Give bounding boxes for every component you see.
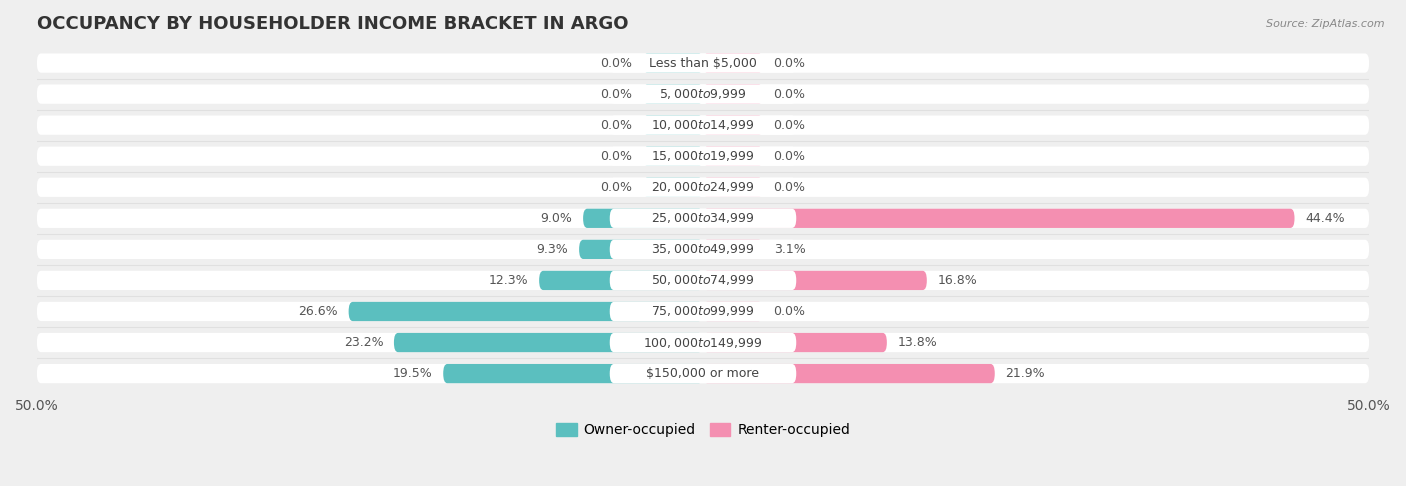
- FancyBboxPatch shape: [703, 208, 1295, 228]
- FancyBboxPatch shape: [37, 364, 1369, 383]
- Text: 0.0%: 0.0%: [773, 87, 806, 101]
- FancyBboxPatch shape: [610, 208, 796, 228]
- FancyBboxPatch shape: [349, 302, 703, 321]
- FancyBboxPatch shape: [610, 85, 796, 104]
- FancyBboxPatch shape: [538, 271, 703, 290]
- FancyBboxPatch shape: [443, 364, 703, 383]
- FancyBboxPatch shape: [579, 240, 703, 259]
- FancyBboxPatch shape: [610, 240, 796, 259]
- FancyBboxPatch shape: [610, 302, 796, 321]
- Text: 44.4%: 44.4%: [1305, 212, 1344, 225]
- Text: 3.1%: 3.1%: [773, 243, 806, 256]
- FancyBboxPatch shape: [703, 178, 763, 197]
- FancyBboxPatch shape: [643, 116, 703, 135]
- FancyBboxPatch shape: [583, 208, 703, 228]
- Text: $20,000 to $24,999: $20,000 to $24,999: [651, 180, 755, 194]
- FancyBboxPatch shape: [37, 240, 1369, 259]
- Text: 0.0%: 0.0%: [600, 150, 633, 163]
- Text: 9.0%: 9.0%: [540, 212, 572, 225]
- FancyBboxPatch shape: [703, 240, 763, 259]
- Legend: Owner-occupied, Renter-occupied: Owner-occupied, Renter-occupied: [550, 418, 856, 443]
- Text: $35,000 to $49,999: $35,000 to $49,999: [651, 243, 755, 257]
- FancyBboxPatch shape: [37, 53, 1369, 73]
- FancyBboxPatch shape: [703, 116, 763, 135]
- Text: 0.0%: 0.0%: [773, 305, 806, 318]
- Text: 0.0%: 0.0%: [600, 56, 633, 69]
- FancyBboxPatch shape: [37, 208, 1369, 228]
- FancyBboxPatch shape: [643, 147, 703, 166]
- FancyBboxPatch shape: [37, 147, 1369, 166]
- FancyBboxPatch shape: [610, 147, 796, 166]
- Text: 0.0%: 0.0%: [600, 181, 633, 194]
- Text: $50,000 to $74,999: $50,000 to $74,999: [651, 274, 755, 287]
- Text: 19.5%: 19.5%: [392, 367, 433, 380]
- Text: $5,000 to $9,999: $5,000 to $9,999: [659, 87, 747, 101]
- FancyBboxPatch shape: [37, 302, 1369, 321]
- FancyBboxPatch shape: [37, 85, 1369, 104]
- FancyBboxPatch shape: [610, 116, 796, 135]
- FancyBboxPatch shape: [703, 147, 763, 166]
- FancyBboxPatch shape: [610, 53, 796, 73]
- FancyBboxPatch shape: [610, 271, 796, 290]
- Text: Source: ZipAtlas.com: Source: ZipAtlas.com: [1267, 19, 1385, 30]
- FancyBboxPatch shape: [37, 271, 1369, 290]
- FancyBboxPatch shape: [703, 271, 927, 290]
- Text: 0.0%: 0.0%: [600, 87, 633, 101]
- FancyBboxPatch shape: [643, 53, 703, 73]
- Text: 0.0%: 0.0%: [773, 119, 806, 132]
- Text: 13.8%: 13.8%: [897, 336, 938, 349]
- FancyBboxPatch shape: [610, 364, 796, 383]
- FancyBboxPatch shape: [643, 178, 703, 197]
- Text: $75,000 to $99,999: $75,000 to $99,999: [651, 305, 755, 318]
- FancyBboxPatch shape: [703, 85, 763, 104]
- FancyBboxPatch shape: [37, 116, 1369, 135]
- Text: 9.3%: 9.3%: [537, 243, 568, 256]
- Text: 23.2%: 23.2%: [343, 336, 384, 349]
- Text: 0.0%: 0.0%: [773, 181, 806, 194]
- Text: 0.0%: 0.0%: [773, 150, 806, 163]
- FancyBboxPatch shape: [703, 364, 995, 383]
- Text: 16.8%: 16.8%: [938, 274, 977, 287]
- FancyBboxPatch shape: [703, 302, 763, 321]
- Text: 0.0%: 0.0%: [773, 56, 806, 69]
- FancyBboxPatch shape: [643, 85, 703, 104]
- Text: 0.0%: 0.0%: [600, 119, 633, 132]
- Text: 26.6%: 26.6%: [298, 305, 337, 318]
- Text: $25,000 to $34,999: $25,000 to $34,999: [651, 211, 755, 226]
- Text: OCCUPANCY BY HOUSEHOLDER INCOME BRACKET IN ARGO: OCCUPANCY BY HOUSEHOLDER INCOME BRACKET …: [37, 15, 628, 33]
- Text: 12.3%: 12.3%: [489, 274, 529, 287]
- FancyBboxPatch shape: [703, 333, 887, 352]
- FancyBboxPatch shape: [37, 178, 1369, 197]
- FancyBboxPatch shape: [703, 53, 763, 73]
- Text: $10,000 to $14,999: $10,000 to $14,999: [651, 118, 755, 132]
- FancyBboxPatch shape: [394, 333, 703, 352]
- FancyBboxPatch shape: [610, 178, 796, 197]
- Text: Less than $5,000: Less than $5,000: [650, 56, 756, 69]
- Text: 21.9%: 21.9%: [1005, 367, 1045, 380]
- Text: $15,000 to $19,999: $15,000 to $19,999: [651, 149, 755, 163]
- FancyBboxPatch shape: [37, 333, 1369, 352]
- Text: $150,000 or more: $150,000 or more: [647, 367, 759, 380]
- FancyBboxPatch shape: [610, 333, 796, 352]
- Text: $100,000 to $149,999: $100,000 to $149,999: [644, 335, 762, 349]
